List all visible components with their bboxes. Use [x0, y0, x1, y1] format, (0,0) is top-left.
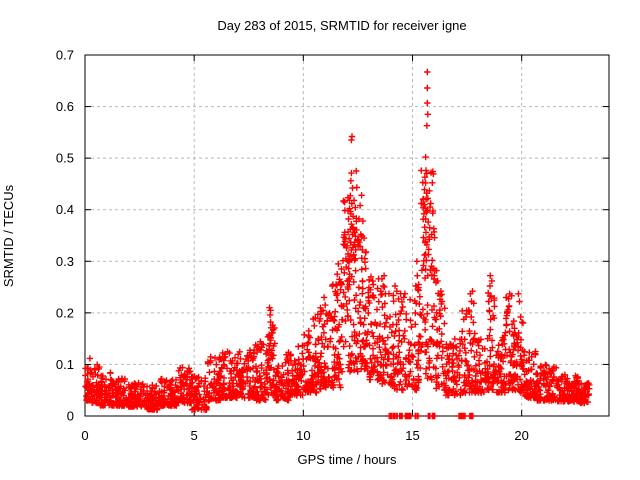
y-tick-label: 0: [67, 409, 74, 424]
tick-marks: [84, 54, 609, 417]
x-tick-label: 15: [405, 428, 419, 443]
y-tick-labels: 0 0.1 0.2 0.3 0.4 0.5 0.6 0.7: [56, 48, 74, 424]
y-tick-label: 0.7: [56, 48, 74, 63]
y-tick-label: 0.3: [56, 254, 74, 269]
y-tick-label: 0.5: [56, 151, 74, 166]
y-tick-label: 0.1: [56, 357, 74, 372]
x-tick-label: 0: [81, 428, 88, 443]
scatter-points: [82, 68, 593, 413]
x-tick-label: 5: [191, 428, 198, 443]
x-tick-labels: 0 5 10 15 20: [81, 428, 529, 443]
x-tick-label: 20: [514, 428, 528, 443]
zero-line-points: [386, 412, 476, 420]
y-axis-label: SRMTID / TECUs: [1, 184, 16, 287]
x-axis-label: GPS time / hours: [298, 452, 397, 467]
y-tick-label: 0.6: [56, 99, 74, 114]
y-tick-label: 0.4: [56, 202, 74, 217]
chart-title: Day 283 of 2015, SRMTID for receiver ign…: [217, 18, 466, 33]
y-tick-label: 0.2: [56, 305, 74, 320]
axis-frame: [84, 54, 610, 417]
x-tick-label: 10: [296, 428, 310, 443]
